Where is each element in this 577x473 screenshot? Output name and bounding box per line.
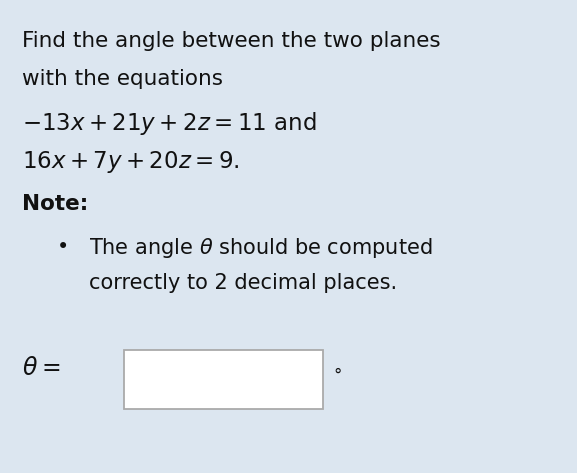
Text: Note:: Note:	[22, 194, 88, 214]
Text: $\theta =$: $\theta =$	[22, 356, 60, 380]
Text: °: °	[334, 367, 342, 385]
Text: correctly to 2 decimal places.: correctly to 2 decimal places.	[89, 273, 398, 293]
FancyBboxPatch shape	[124, 350, 323, 409]
Text: $16x + 7y + 20z = 9.$: $16x + 7y + 20z = 9.$	[22, 149, 239, 175]
Text: with the equations: with the equations	[22, 69, 223, 88]
Text: •: •	[57, 236, 69, 256]
Text: $-13x + 21y + 2z = 11$ and: $-13x + 21y + 2z = 11$ and	[22, 110, 316, 137]
Text: Find the angle between the two planes: Find the angle between the two planes	[22, 31, 441, 51]
Text: The angle $\theta$ should be computed: The angle $\theta$ should be computed	[89, 236, 433, 261]
